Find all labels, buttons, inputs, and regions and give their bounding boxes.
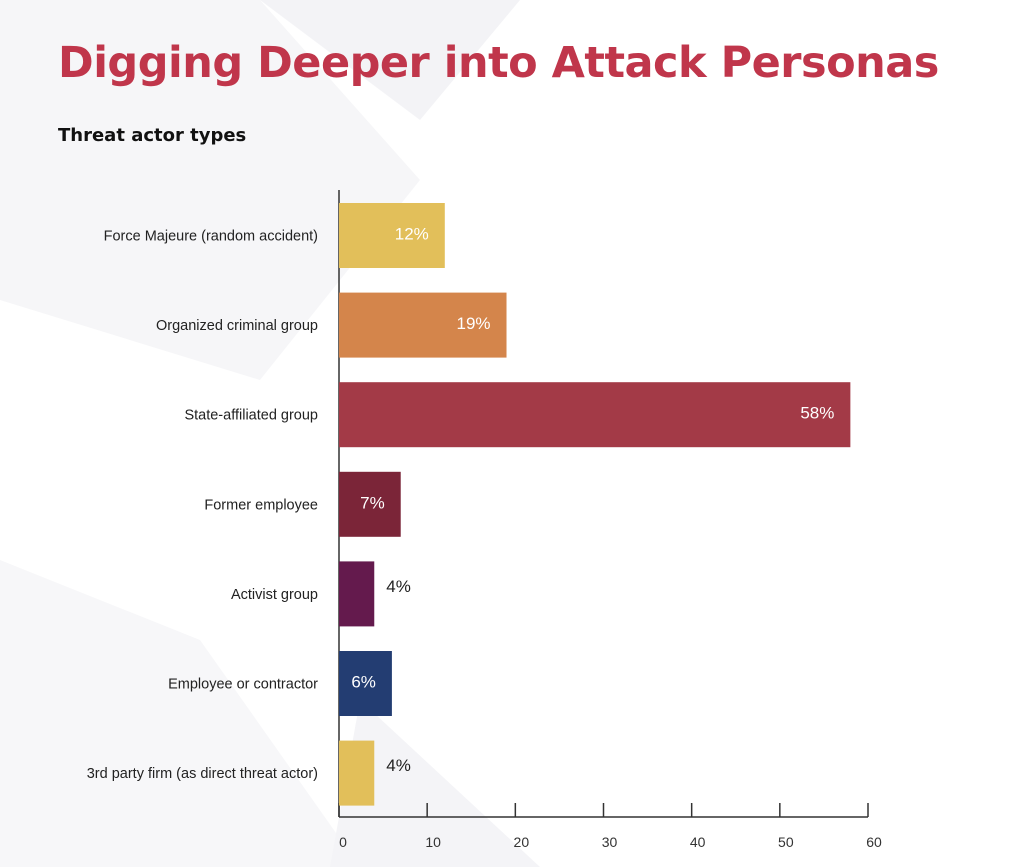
chart-subtitle: Threat actor types <box>58 125 247 146</box>
value-label: 4% <box>386 756 411 775</box>
x-tick-label: 10 <box>425 834 441 850</box>
page-title: Digging Deeper into Attack Personas <box>58 38 939 88</box>
category-label: State-affiliated group <box>184 408 318 424</box>
category-label: 3rd party firm (as direct threat actor) <box>87 766 318 782</box>
category-label: Employee or contractor <box>168 677 318 693</box>
category-label: Activist group <box>231 587 318 603</box>
bar <box>339 651 392 716</box>
value-label: 4% <box>386 577 411 596</box>
value-label: 7% <box>360 493 385 512</box>
x-tick-label: 20 <box>514 834 530 850</box>
x-tick-label: 40 <box>690 834 706 850</box>
x-tick-label: 60 <box>866 834 882 850</box>
x-tick-label: 0 <box>339 834 347 850</box>
category-label: Force Majeure (random accident) <box>104 229 318 245</box>
value-label: 6% <box>351 673 376 692</box>
value-label: 19% <box>456 314 490 333</box>
category-label: Organized criminal group <box>156 318 318 334</box>
x-tick-label: 50 <box>778 834 794 850</box>
x-tick-label: 30 <box>602 834 618 850</box>
bar <box>339 292 507 358</box>
value-label: 12% <box>395 225 429 244</box>
bar <box>339 471 401 537</box>
bar <box>339 740 375 806</box>
bar <box>339 382 851 448</box>
value-label: 58% <box>800 404 834 423</box>
bar <box>339 203 445 268</box>
category-label: Former employee <box>204 497 318 513</box>
bar <box>339 561 375 627</box>
